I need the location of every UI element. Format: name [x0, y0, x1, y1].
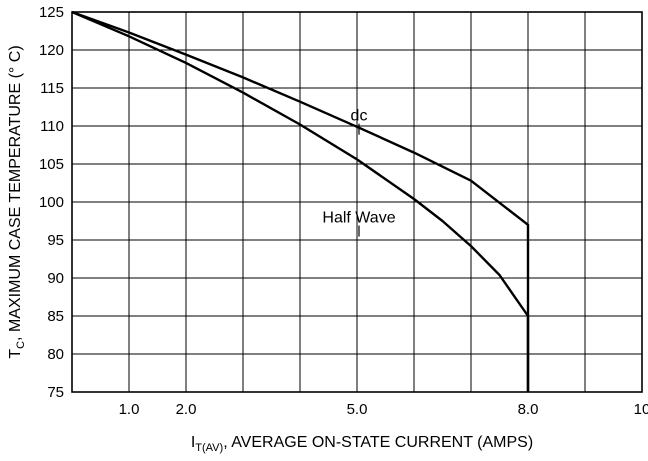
series-lines	[71, 10, 530, 392]
series-line-half-wave	[71, 10, 530, 392]
y-tick-label: 100	[39, 194, 64, 211]
y-tick-label: 75	[47, 384, 64, 401]
series-annotations: dc Half Wave	[322, 108, 396, 237]
plot-frame	[71, 11, 643, 393]
annotation-dc: dc	[351, 108, 368, 125]
y-tick-label: 95	[47, 232, 64, 249]
y-tick-label: 105	[39, 156, 64, 173]
y-tick-label: 120	[39, 42, 64, 59]
y-tick-label: 85	[47, 308, 64, 325]
y-tick-label: 90	[47, 270, 64, 287]
x-tick-labels: 1.0 2.0 5.0 8.0 10	[119, 401, 648, 418]
y-tick-label: 110	[40, 118, 64, 135]
x-tick-label: 8.0	[518, 401, 539, 418]
x-tick-label: 1.0	[119, 401, 140, 418]
x-tick-label: 2.0	[176, 401, 197, 418]
x-tick-label: 10	[634, 401, 648, 418]
grid	[72, 11, 643, 393]
y-tick-label: 80	[47, 346, 64, 363]
annotation-half-wave: Half Wave	[322, 210, 395, 227]
y-tick-label: 125	[39, 4, 64, 21]
y-axis-label: TC, MAXIMUM CASE TEMPERATURE (° C)	[7, 45, 27, 358]
y-tick-labels: 75 80 85 90 95 100 105 110 115 120 125	[39, 4, 64, 401]
y-tick-label: 115	[40, 80, 64, 97]
series-line-dc	[71, 10, 530, 392]
x-tick-label: 5.0	[347, 401, 368, 418]
x-axis-label: IT(AV), AVERAGE ON-STATE CURRENT (AMPS)	[191, 434, 533, 454]
